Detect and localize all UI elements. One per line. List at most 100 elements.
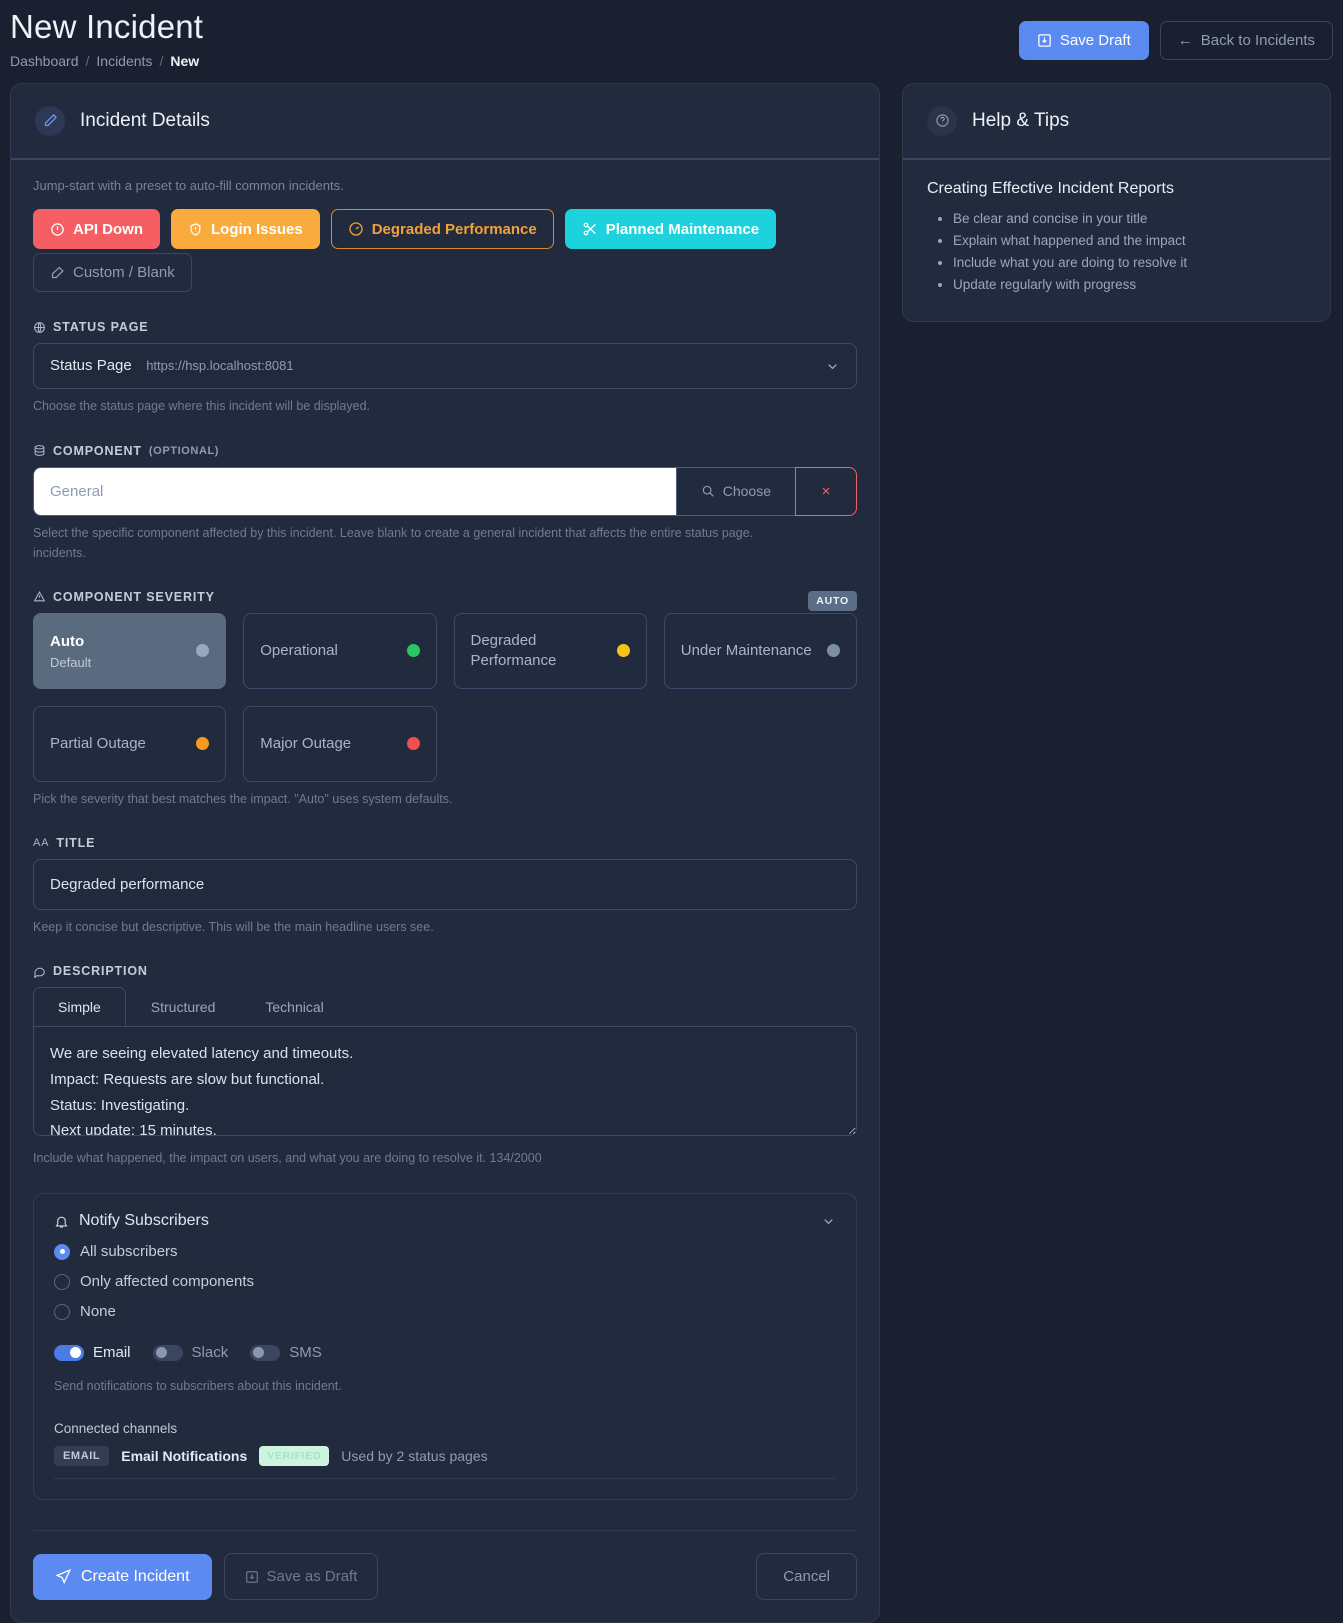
notify-chevron-down-icon[interactable] [821, 1214, 836, 1229]
severity-field: COMPONENT SEVERITY AUTO Auto Default [33, 590, 857, 808]
toggle-sms[interactable]: SMS [250, 1344, 322, 1361]
status-page-label-row: STATUS PAGE [33, 320, 857, 334]
toggle-label: Slack [191, 1344, 229, 1362]
preset-planned-maintenance[interactable]: Planned Maintenance [564, 209, 777, 250]
severity-option-degraded-performance[interactable]: Degraded Performance [453, 612, 647, 689]
tab-technical[interactable]: Technical [265, 999, 324, 1016]
severity-option-partial-outage[interactable]: Partial Outage [33, 705, 227, 782]
severity-help: Pick the severity that best matches the … [33, 791, 453, 806]
preset-login-issues-label: Login Issues [211, 220, 303, 238]
component-label-row: COMPONENT (OPTIONAL) [33, 444, 857, 458]
preset-api-down[interactable]: API Down [33, 209, 160, 250]
preset-hint: Jump-start with a preset to auto-fill co… [33, 177, 344, 193]
channel-verified-badge: VERIFIED [259, 1446, 330, 1467]
incident-details-header: Incident Details [11, 84, 879, 160]
severity-option-label: Degraded Performance [470, 632, 557, 669]
breadcrumb: Dashboard / Incidents / New [10, 53, 203, 69]
help-tips-list: Be clear and concise in your title Expla… [927, 208, 1306, 295]
channel-name: Email Notifications [121, 1448, 248, 1465]
create-incident-button[interactable]: Create Incident [33, 1553, 212, 1600]
title-label-row: Aa TITLE [33, 836, 857, 850]
notify-radio-group: All subscribers Only affected components… [54, 1243, 836, 1320]
title-field: Aa TITLE Keep it concise but descriptive… [33, 836, 857, 936]
notify-header[interactable]: Notify Subscribers [54, 1212, 836, 1230]
severity-grid-row1: Auto Default Operational Degraded Perfo [33, 612, 857, 689]
severity-option-major-outage[interactable]: Major Outage [243, 705, 437, 782]
back-to-incidents-button[interactable]: ← Back to Incidents [1159, 21, 1333, 60]
radio-all-subscribers[interactable]: All subscribers [54, 1243, 836, 1260]
pencil-icon [35, 105, 65, 136]
globe-icon [33, 321, 46, 334]
tab-simple[interactable]: Simple [33, 987, 126, 1027]
tab-structured[interactable]: Structured [150, 999, 216, 1016]
help-tips-card: Help & Tips Creating Effective Incident … [902, 82, 1331, 323]
save-draft-button[interactable]: Save Draft [1018, 21, 1149, 60]
create-incident-label: Create Incident [81, 1567, 190, 1585]
help-tip-item: Be clear and concise in your title [953, 208, 1306, 230]
download-box-icon [245, 1570, 259, 1584]
component-field: COMPONENT (OPTIONAL) Choose × [33, 444, 857, 562]
toggle-email[interactable]: Email [54, 1344, 131, 1361]
search-icon [701, 484, 715, 498]
description-field: DESCRIPTION Simple Structured Technical … [33, 964, 857, 1167]
title-help: Keep it concise but descriptive. This wi… [33, 919, 434, 934]
severity-option-label: Operational [260, 641, 338, 659]
radio-indicator [54, 1243, 70, 1260]
preset-login-issues[interactable]: Login Issues [171, 209, 320, 250]
breadcrumb-incidents[interactable]: Incidents [96, 52, 153, 69]
component-choose-label: Choose [722, 483, 771, 500]
component-input[interactable] [33, 466, 676, 516]
preset-custom-blank[interactable]: Custom / Blank [33, 253, 192, 293]
preset-planned-maintenance-label: Planned Maintenance [605, 220, 760, 238]
radio-none[interactable]: None [54, 1303, 836, 1320]
severity-option-auto[interactable]: Auto Default [33, 612, 227, 689]
status-page-name: Status Page [50, 357, 132, 375]
shield-alert-icon [188, 222, 203, 237]
cancel-button[interactable]: Cancel [756, 1553, 857, 1601]
save-draft-label: Save Draft [1059, 32, 1131, 49]
radio-label: None [80, 1303, 116, 1321]
component-clear-button[interactable]: × [795, 466, 857, 516]
save-as-draft-label: Save as Draft [266, 1568, 358, 1586]
status-page-help: Choose the status page where this incide… [33, 399, 371, 414]
component-label: COMPONENT [53, 443, 142, 458]
description-label: DESCRIPTION [53, 964, 148, 979]
severity-header: COMPONENT SEVERITY AUTO [33, 590, 857, 613]
preset-degraded-performance[interactable]: Degraded Performance [330, 209, 554, 250]
save-as-draft-button[interactable]: Save as Draft [223, 1553, 379, 1601]
component-choose-button[interactable]: Choose [675, 466, 795, 516]
breadcrumb-separator: / [159, 52, 164, 69]
severity-option-under-maintenance[interactable]: Under Maintenance [663, 612, 857, 689]
toggle-label: Email [93, 1344, 131, 1362]
status-page-label: STATUS PAGE [53, 320, 149, 335]
channel-usage: Used by 2 status pages [341, 1448, 488, 1465]
bell-icon [54, 1214, 69, 1229]
radio-only-affected-components[interactable]: Only affected components [54, 1273, 836, 1290]
status-page-select[interactable]: Status Page https://hsp.localhost:8081 [33, 343, 857, 390]
warning-triangle-icon [33, 590, 46, 603]
incident-details-card: Incident Details Jump-start with a prese… [10, 82, 880, 1623]
breadcrumb-separator: / [85, 52, 90, 69]
help-tips-body: Creating Effective Incident Reports Be c… [903, 160, 1330, 321]
toggle-switch [54, 1344, 84, 1361]
incident-details-body: Jump-start with a preset to auto-fill co… [11, 160, 879, 1622]
description-textarea[interactable] [33, 1026, 857, 1137]
preset-api-down-label: API Down [73, 220, 143, 238]
component-optional-label: (OPTIONAL) [148, 444, 220, 457]
download-box-icon [1037, 33, 1052, 48]
severity-option-label: Under Maintenance [680, 641, 812, 659]
component-input-group: Choose × [33, 466, 857, 516]
toggle-slack[interactable]: Slack [152, 1344, 229, 1362]
preset-custom-blank-label: Custom / Blank [73, 264, 175, 282]
breadcrumb-current: New [170, 52, 200, 69]
title-input[interactable] [33, 858, 857, 910]
breadcrumb-dashboard[interactable]: Dashboard [10, 52, 79, 69]
severity-auto-text: Auto Default [50, 632, 91, 670]
severity-option-label: Auto [50, 632, 85, 650]
severity-option-operational[interactable]: Operational [243, 612, 437, 689]
connected-channel-row: EMAIL Email Notifications VERIFIED Used … [54, 1446, 836, 1480]
header-actions: Save Draft ← Back to Incidents [1018, 8, 1337, 60]
severity-dot [827, 644, 840, 658]
notify-title-group: Notify Subscribers [54, 1212, 209, 1230]
